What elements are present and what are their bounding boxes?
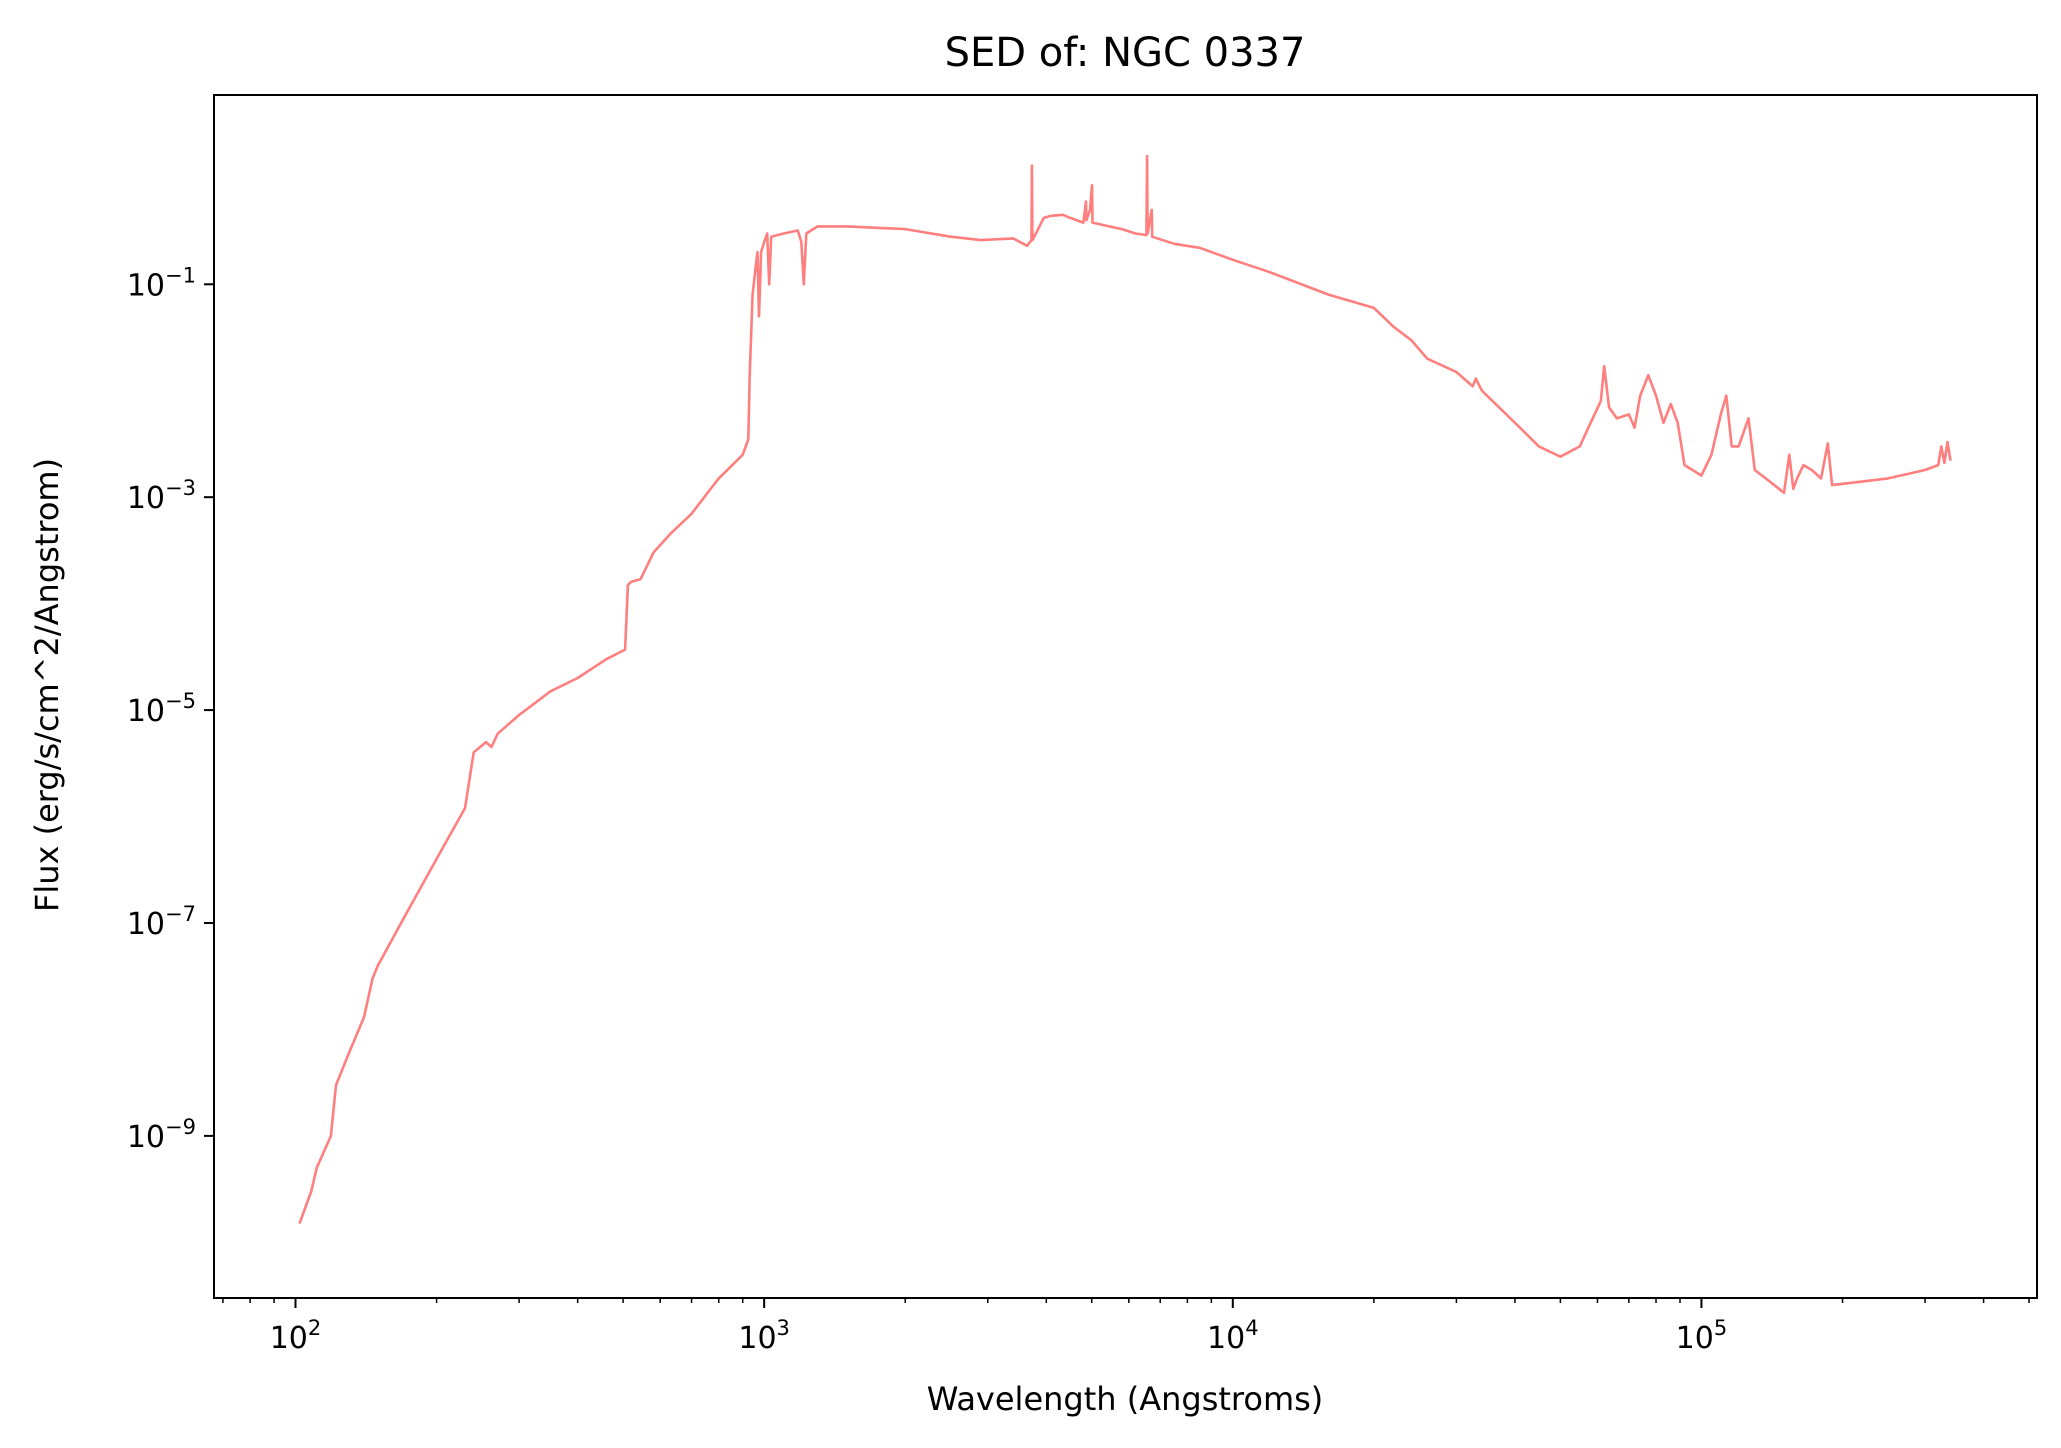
y-tick-label: 10−9 — [127, 1115, 196, 1155]
y-axis-title: Flux (erg/s/cm^2/Angstrom) — [28, 458, 66, 912]
plot-frame — [213, 94, 2038, 1299]
y-tick-label: 10−5 — [127, 689, 196, 729]
sed-series-line-0 — [298, 154, 1952, 1225]
x-tick-label: 104 — [1207, 1316, 1259, 1356]
y-tick-label: 10−7 — [127, 902, 196, 942]
y-tick-label: 10−1 — [127, 263, 196, 303]
y-tick-label: 10−3 — [127, 476, 196, 516]
x-axis-title: Wavelength (Angstroms) — [927, 1380, 1324, 1418]
plot-area — [298, 154, 1952, 1225]
x-tick-label: 102 — [270, 1316, 322, 1356]
y-axis: 10−9 10−7 10−5 10−3 10−1 — [127, 263, 214, 1155]
x-tick-label: 105 — [1676, 1316, 1728, 1356]
chart-title: SED of: NGC 0337 — [945, 30, 1306, 76]
x-tick-label: 103 — [738, 1316, 790, 1356]
x-axis: 102 103 104 105 — [222, 1298, 2030, 1356]
